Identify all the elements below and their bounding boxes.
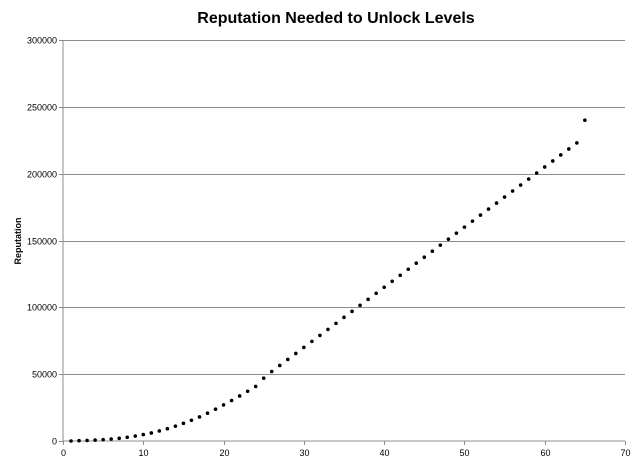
data-point [133,434,138,438]
data-point [181,421,186,426]
data-point [173,424,178,428]
grid-lines [63,40,625,375]
y-tick-label: 150000 [27,237,57,247]
data-point [125,435,130,440]
y-tick-label: 200000 [27,170,57,180]
data-point [229,398,234,403]
data-point [575,141,579,145]
data-point [350,309,354,314]
data-point [382,285,386,290]
y-tick-label: 0 [52,437,57,447]
data-point [462,225,467,229]
x-tick-label: 30 [299,448,309,458]
data-point [342,315,346,320]
y-axis-ticks: 0 50000 100000 150000 200000 250000 300000 [27,36,63,447]
data-point [245,389,250,394]
data-point [165,426,170,431]
data-point [422,255,427,260]
data-point [558,153,563,157]
data-point [213,407,218,411]
data-point [366,297,370,302]
x-tick-label: 60 [540,448,550,458]
data-point [478,213,483,217]
data-point [69,439,73,443]
data-point [502,195,507,199]
data-point [534,171,539,175]
data-point [398,273,403,278]
data-point [85,438,89,443]
data-point [277,363,282,368]
x-tick-label: 20 [219,448,229,458]
data-point [286,357,290,362]
data-point [526,177,531,181]
data-point [542,165,547,169]
data-point [189,418,194,423]
x-tick-label: 40 [379,448,389,458]
data-point [414,261,419,266]
data-point [446,237,451,241]
data-point [253,384,258,389]
data-point [141,432,146,437]
data-point [510,189,515,193]
data-point [237,394,242,398]
y-axis-title: Reputation [13,218,23,265]
data-point [302,345,306,350]
data-point [438,243,443,247]
x-tick-label: 50 [459,448,469,458]
data-points [69,118,587,443]
data-point [358,303,362,308]
data-point [318,333,322,338]
x-tick-label: 10 [138,448,148,458]
data-point [101,437,105,442]
y-tick-label: 50000 [32,370,57,380]
data-point [374,291,378,296]
data-point [93,438,97,442]
y-tick-label: 250000 [27,103,57,113]
data-point [157,429,162,433]
data-point [221,403,226,407]
data-point [518,183,523,187]
data-point [470,219,475,223]
data-point [294,351,298,356]
x-tick-label: 0 [61,448,66,458]
y-tick-label: 100000 [27,303,57,313]
y-tick-label: 300000 [27,36,57,46]
data-point [149,431,154,435]
data-point [269,369,274,374]
data-point [261,376,266,380]
data-point [550,159,555,163]
data-point [334,321,338,326]
x-tick-label: 70 [620,448,630,458]
data-point [567,147,571,151]
data-point [205,411,210,415]
data-point [310,339,314,344]
data-point [197,415,202,419]
chart-title: Reputation Needed to Unlock Levels [197,10,474,27]
data-point [117,436,121,441]
data-point [77,438,81,443]
data-point [583,118,587,122]
data-point [109,437,113,441]
data-point [326,327,330,332]
data-point [390,279,394,284]
x-axis-ticks: 0 10 20 30 40 50 60 70 [61,441,631,458]
data-point [430,249,435,253]
data-point [454,231,459,235]
data-point [494,201,499,205]
data-point [486,207,491,211]
data-point [406,267,411,272]
